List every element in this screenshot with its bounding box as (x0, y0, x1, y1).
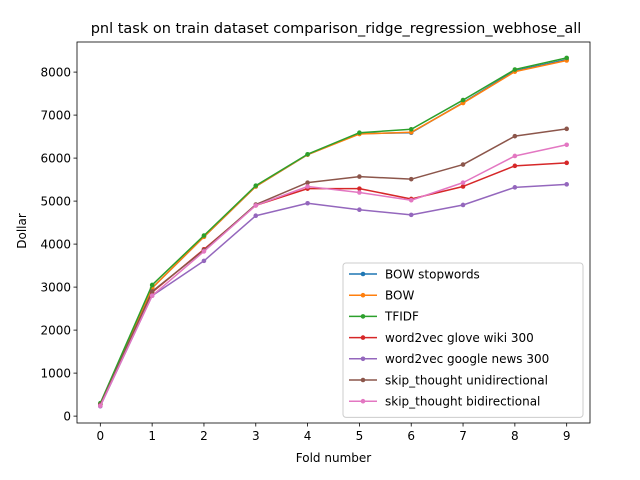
data-point (357, 174, 362, 179)
data-point (357, 186, 362, 191)
data-point (98, 403, 103, 409)
y-tick-label: 3000 (40, 280, 71, 294)
data-point (305, 200, 310, 206)
legend-swatch-marker (360, 271, 366, 277)
x-tick-label: 4 (304, 429, 312, 443)
data-point (408, 176, 414, 182)
legend-label: BOW (385, 289, 414, 303)
y-axis-label: Dollar (15, 213, 29, 249)
legend-swatch-marker (360, 377, 366, 383)
series-line (99, 57, 567, 404)
series-6 (98, 142, 569, 409)
series-line (99, 183, 567, 407)
data-point (305, 151, 310, 157)
data-point (460, 162, 466, 167)
data-point (460, 184, 466, 189)
chart-title: pnl task on train dataset comparison_rid… (91, 21, 582, 37)
x-tick-label: 2 (200, 429, 208, 443)
data-point (253, 213, 259, 219)
legend-label: skip_thought unidirectional (385, 373, 548, 387)
legend: BOW stopwords BOW TFIDF word2vec glove wiki… (342, 262, 584, 418)
data-point (408, 212, 414, 218)
data-point (408, 126, 414, 132)
data-point (201, 249, 207, 254)
legend-swatch-marker (360, 356, 366, 362)
data-point (512, 153, 518, 159)
data-point (408, 197, 414, 203)
data-point (512, 163, 518, 169)
series-line (99, 128, 567, 405)
legend-swatch-marker (360, 335, 366, 340)
legend-label: word2vec google news 300 (385, 352, 549, 366)
data-point (253, 183, 259, 188)
legend-label: skip_thought bidirectional (385, 395, 540, 409)
x-tick-label: 7 (459, 429, 467, 443)
data-point (357, 190, 362, 195)
series-line (99, 144, 567, 407)
axes: 0 1 2 3 4 5 6 7 8 9 0 1000 2000 3000 4000 5000 6000 7000 8… (40, 41, 591, 443)
legend-swatch-marker (360, 398, 366, 404)
data-point (512, 185, 518, 190)
data-point (564, 126, 569, 132)
data-point (305, 180, 310, 185)
x-tick-label: 8 (511, 429, 519, 443)
legend-label: BOW stopwords (385, 267, 480, 281)
x-tick-label: 1 (148, 429, 156, 443)
legend-swatch-marker (360, 292, 366, 298)
data-point (564, 182, 569, 187)
y-tick-label: 6000 (40, 151, 71, 165)
legend-label: word2vec glove wiki 300 (385, 331, 534, 345)
y-tick-label: 8000 (40, 65, 71, 79)
data-point (460, 202, 466, 208)
series-5 (98, 126, 569, 407)
data-point (149, 282, 155, 288)
series-line (99, 59, 567, 405)
x-tick-label: 6 (407, 429, 415, 443)
legend-swatch-marker (360, 314, 366, 319)
data-point (564, 142, 569, 148)
x-axis-label: Fold number (296, 451, 371, 465)
data-point (460, 180, 466, 185)
plot-area (98, 55, 569, 409)
y-tick-label: 7000 (40, 108, 71, 122)
x-tick-label: 0 (96, 429, 104, 443)
y-tick-label: 4000 (40, 237, 71, 251)
plot-frame (76, 41, 591, 424)
data-point (512, 67, 518, 72)
data-point (460, 97, 466, 103)
data-point (357, 130, 362, 136)
y-tick-label: 1000 (40, 366, 71, 380)
data-point (564, 160, 569, 166)
legend-label: TFIDF (384, 310, 419, 324)
data-point (201, 258, 207, 264)
y-tick-label: 2000 (40, 323, 71, 337)
legend-box (342, 262, 584, 418)
x-tick-label: 3 (252, 429, 260, 443)
data-point (253, 203, 259, 208)
x-tick-label: 9 (563, 429, 571, 443)
data-point (512, 133, 518, 139)
data-point (201, 233, 207, 238)
y-tick-label: 0 (63, 409, 71, 423)
data-point (149, 289, 155, 294)
y-tick-label: 5000 (40, 194, 71, 208)
data-point (149, 293, 155, 299)
data-point (564, 55, 569, 61)
data-point (305, 184, 310, 189)
x-tick-label: 5 (356, 429, 364, 443)
data-point (357, 207, 362, 213)
